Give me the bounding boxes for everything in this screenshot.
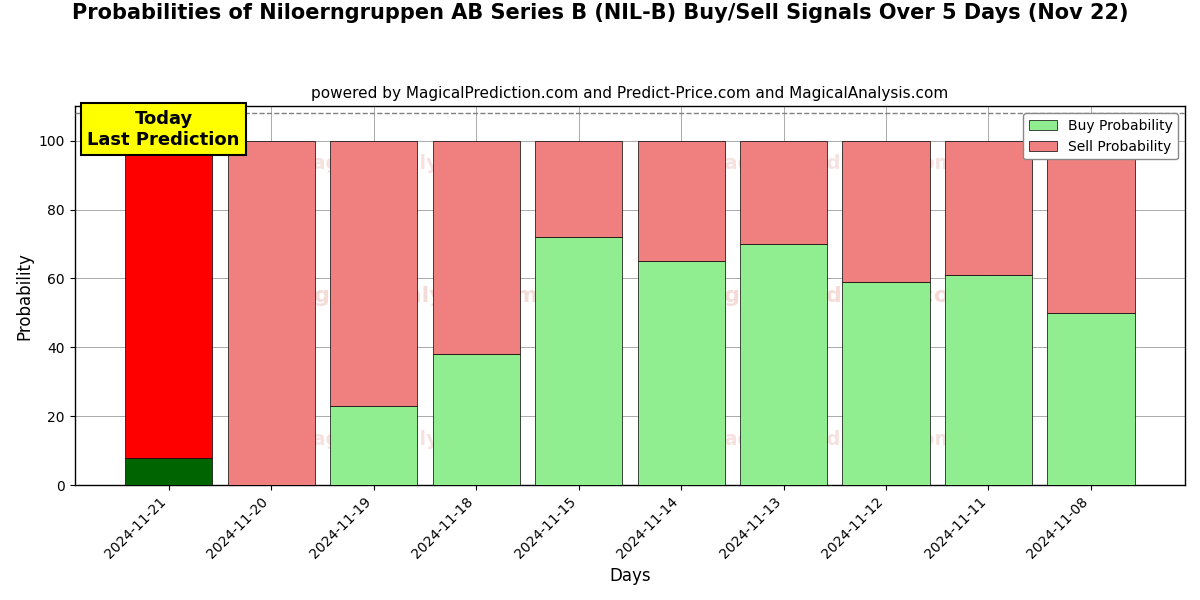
Bar	[842, 141, 930, 282]
Bar	[535, 141, 622, 237]
Title: powered by MagicalPrediction.com and Predict-Price.com and MagicalAnalysis.com: powered by MagicalPrediction.com and Pre…	[311, 86, 948, 101]
Bar	[432, 141, 520, 354]
Bar	[432, 354, 520, 485]
Bar	[1048, 313, 1134, 485]
Bar	[1048, 141, 1134, 313]
Text: MagicalPrediction.com: MagicalPrediction.com	[688, 286, 972, 306]
Bar	[944, 275, 1032, 485]
Text: MagicalPrediction.com: MagicalPrediction.com	[704, 154, 954, 173]
Text: MagicalPrediction.com: MagicalPrediction.com	[704, 430, 954, 449]
Bar	[330, 406, 418, 485]
Bar	[535, 237, 622, 485]
Bar	[125, 458, 212, 485]
Text: Today
Last Prediction: Today Last Prediction	[88, 110, 240, 149]
Bar	[842, 282, 930, 485]
Bar	[125, 141, 212, 458]
Text: Probabilities of Niloerngruppen AB Series B (NIL-B) Buy/Sell Signals Over 5 Days: Probabilities of Niloerngruppen AB Serie…	[72, 3, 1128, 23]
Bar	[740, 141, 827, 244]
Bar	[740, 244, 827, 485]
Y-axis label: Probability: Probability	[16, 252, 34, 340]
Text: MagicalAnalysis.com: MagicalAnalysis.com	[277, 286, 539, 306]
Legend: Buy Probability, Sell Probability: Buy Probability, Sell Probability	[1024, 113, 1178, 160]
Bar	[228, 141, 314, 485]
Bar	[637, 141, 725, 261]
Bar	[944, 141, 1032, 275]
Bar	[330, 141, 418, 406]
Text: MagicalAnalysis.com: MagicalAnalysis.com	[294, 430, 522, 449]
Bar	[637, 261, 725, 485]
X-axis label: Days: Days	[610, 567, 650, 585]
Text: MagicalAnalysis.com: MagicalAnalysis.com	[294, 154, 522, 173]
